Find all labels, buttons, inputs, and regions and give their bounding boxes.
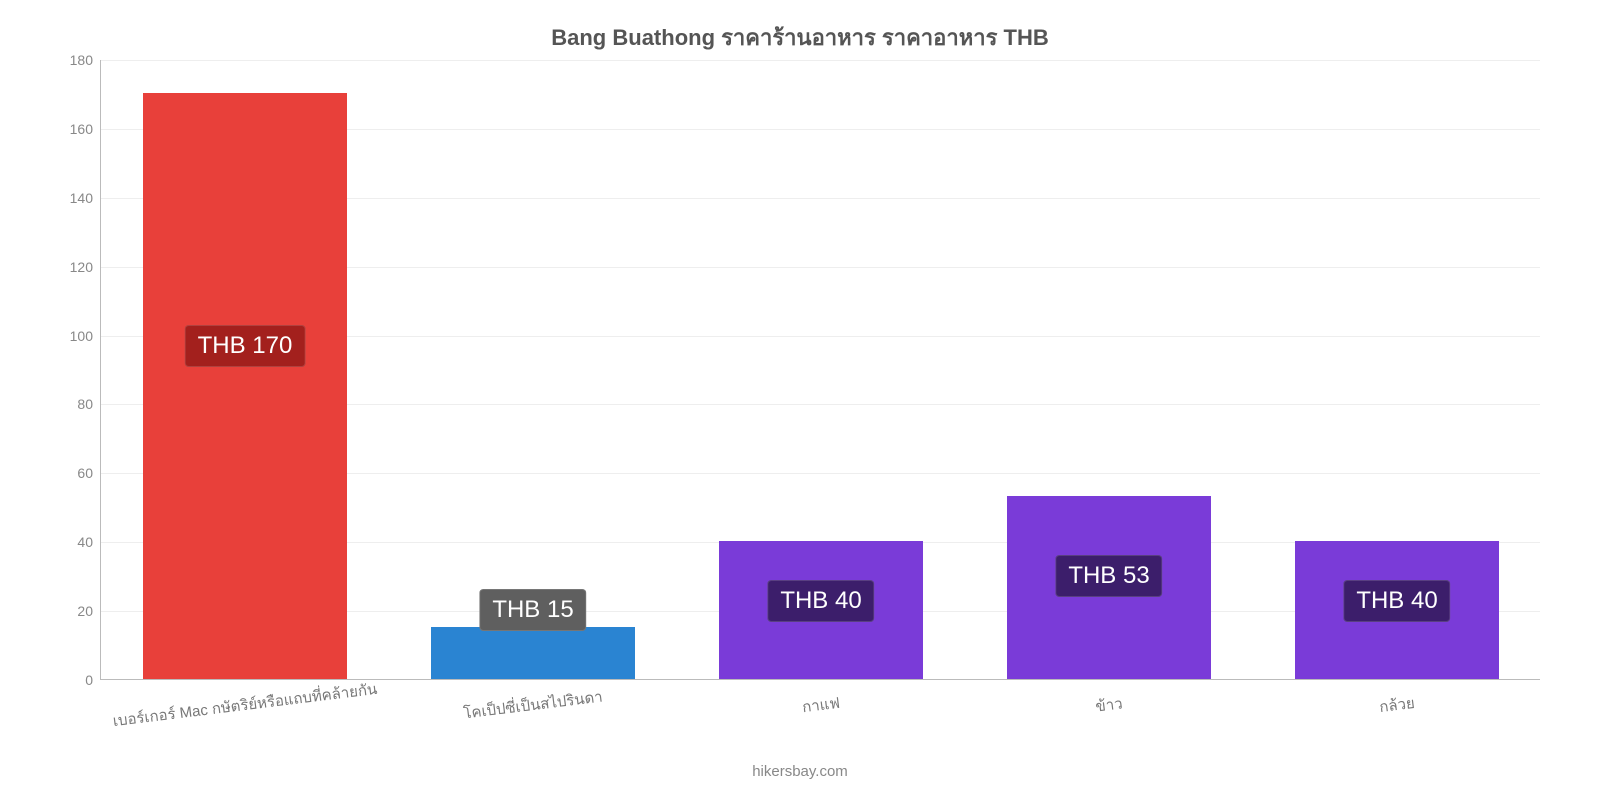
y-tick-label: 120 [70, 259, 93, 275]
y-tick-label: 80 [77, 396, 93, 412]
bar [431, 627, 635, 679]
y-tick-label: 140 [70, 190, 93, 206]
y-tick-label: 180 [70, 52, 93, 68]
category-label: ข้าว [1094, 691, 1124, 718]
category-label: เบอร์เกอร์ Mac กษัตริย์หรือแถบที่คล้ายกั… [111, 677, 378, 733]
y-tick-label: 40 [77, 534, 93, 550]
y-tick-label: 100 [70, 328, 93, 344]
y-tick-label: 0 [85, 672, 93, 688]
y-tick-label: 20 [77, 603, 93, 619]
grid-line [101, 60, 1540, 61]
y-tick-label: 160 [70, 121, 93, 137]
bar-value-label: THB 15 [479, 589, 586, 631]
category-label: กาแฟ [801, 691, 841, 719]
chart-credit: hikersbay.com [0, 763, 1600, 780]
price-bar-chart: Bang Buathong ราคาร้านอาหาร ราคาอาหาร TH… [0, 0, 1600, 800]
category-label: กล้วย [1378, 691, 1416, 719]
bar-value-label: THB 40 [1343, 580, 1450, 622]
category-label: โคเป็ปซี่เป็นสไปรินดา [462, 685, 604, 726]
y-tick-label: 60 [77, 465, 93, 481]
bar [143, 93, 347, 679]
bar-value-label: THB 53 [1055, 555, 1162, 597]
bar-value-label: THB 40 [767, 580, 874, 622]
plot-area: 020406080100120140160180THB 170เบอร์เกอร… [100, 60, 1540, 680]
chart-title: Bang Buathong ราคาร้านอาหาร ราคาอาหาร TH… [0, 20, 1600, 55]
bar-value-label: THB 170 [185, 325, 306, 367]
